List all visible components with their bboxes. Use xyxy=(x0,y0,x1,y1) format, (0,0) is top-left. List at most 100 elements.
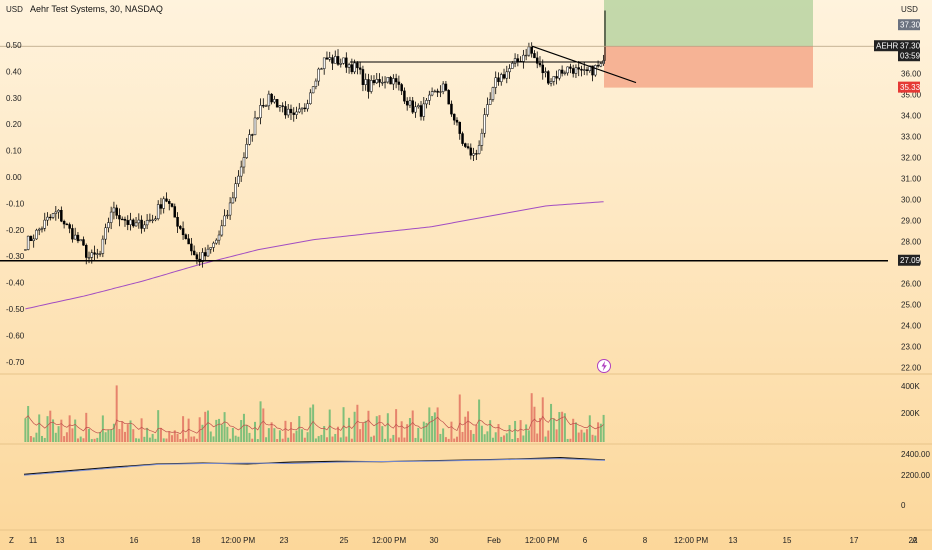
candle-body xyxy=(566,66,569,74)
volume-bar xyxy=(101,415,104,442)
candle-body xyxy=(154,218,157,221)
volume-bar xyxy=(93,438,96,442)
candle-body xyxy=(32,238,35,241)
candle-body xyxy=(408,100,412,106)
time-axis[interactable]: 11 13 16 18 12:00 PM 23 25 12:00 PM 30 Feb 12:00 P… xyxy=(29,536,918,545)
candle-body xyxy=(298,108,301,113)
candle-body xyxy=(176,216,179,227)
candle-body xyxy=(192,250,196,255)
scale-mode-button[interactable]: Z xyxy=(9,536,14,545)
volume-bar xyxy=(552,418,555,442)
volume-bar xyxy=(187,418,190,442)
volume-bar xyxy=(469,430,472,442)
volume-bar xyxy=(403,437,406,442)
right-tick-label: 29.00 xyxy=(901,217,922,226)
right-tick-label: 33.00 xyxy=(901,133,922,142)
volume-bar xyxy=(242,413,245,442)
volume-bar xyxy=(384,438,387,442)
position-zones[interactable] xyxy=(604,0,813,88)
volume-bar xyxy=(54,432,57,442)
volume-bar xyxy=(417,427,420,442)
candle-body xyxy=(381,82,384,84)
left-tick-label: -0.30 xyxy=(6,252,25,261)
candle-body xyxy=(143,224,146,229)
candle-body xyxy=(242,157,246,168)
candle-body xyxy=(132,219,135,227)
volume-bar xyxy=(265,437,268,442)
volume-bar xyxy=(444,437,447,442)
volume-bar xyxy=(110,429,113,442)
candle-body xyxy=(311,86,315,94)
candle-body xyxy=(486,104,489,115)
volume-bar xyxy=(538,418,541,442)
volume-bar xyxy=(259,401,262,442)
candle-body xyxy=(455,119,459,123)
volume-bar xyxy=(359,429,362,442)
volume-bar xyxy=(599,423,602,442)
countdown-tag-bg xyxy=(898,50,920,62)
candle-body xyxy=(356,62,359,69)
auto-scale-button[interactable]: A xyxy=(912,536,918,545)
candle-body xyxy=(26,235,30,250)
candle-body xyxy=(195,254,199,260)
candle-body xyxy=(187,238,190,245)
candle-body xyxy=(300,107,304,110)
volume-bar xyxy=(541,397,544,442)
candle-body xyxy=(251,134,254,136)
candle-body xyxy=(322,57,326,69)
candle-body xyxy=(458,121,461,134)
volume-bar xyxy=(475,424,478,442)
time-tick-label: 23 xyxy=(280,536,289,545)
drawn-levels[interactable] xyxy=(0,45,888,262)
lightning-icon[interactable] xyxy=(597,359,611,373)
volume-bar xyxy=(276,439,279,442)
candle-body xyxy=(289,108,293,114)
candle-body xyxy=(430,91,434,96)
volume-bar xyxy=(505,433,508,442)
volume-bar xyxy=(406,424,409,442)
candle-body xyxy=(237,175,240,184)
volume-bar xyxy=(367,410,370,442)
right-axis[interactable]: 36.00 35.00 34.00 33.00 32.00 31.00 30.00 29.00… xyxy=(901,70,922,373)
candle-body xyxy=(120,218,124,221)
volume-bar xyxy=(439,433,442,442)
countdown-tag: 03:59 xyxy=(900,52,921,61)
candle-body xyxy=(563,72,567,74)
volume-bar xyxy=(298,416,301,442)
candle-body xyxy=(389,77,392,85)
volume-bar xyxy=(356,404,359,442)
volume-bar xyxy=(43,437,46,442)
candle-body xyxy=(228,202,232,216)
volume-bar xyxy=(121,421,124,442)
volume-bar xyxy=(27,405,30,442)
volume-bar xyxy=(68,415,71,442)
candle-body xyxy=(320,68,323,70)
time-tick-label: 15 xyxy=(783,536,792,545)
candle-body xyxy=(583,69,586,71)
volume-bar xyxy=(107,429,110,442)
volume-bar xyxy=(52,419,55,442)
volume-bar xyxy=(151,433,154,442)
symbol-tag: AEHR xyxy=(876,42,898,51)
candle-body xyxy=(336,56,340,65)
volume-bar xyxy=(450,421,453,442)
volume-bar xyxy=(256,439,259,442)
candle-body xyxy=(535,57,539,64)
volume-bar xyxy=(40,435,43,442)
left-tick-label: 0.50 xyxy=(6,41,22,50)
left-tick-label: 0.10 xyxy=(6,147,22,156)
candle-body xyxy=(491,87,495,100)
volume-bar xyxy=(287,437,290,442)
volume-bar xyxy=(353,411,356,442)
volume-bar xyxy=(414,437,417,442)
right-tick-label: 25.00 xyxy=(901,301,922,310)
candle-body xyxy=(378,79,381,83)
left-tick-label: -0.40 xyxy=(6,279,25,288)
volume-bar xyxy=(60,419,63,442)
right-tick-label: 31.00 xyxy=(901,175,922,184)
volume-bar xyxy=(74,419,77,442)
volume-bar xyxy=(522,435,525,442)
candle-body xyxy=(422,103,426,117)
volume-bar xyxy=(320,434,323,442)
